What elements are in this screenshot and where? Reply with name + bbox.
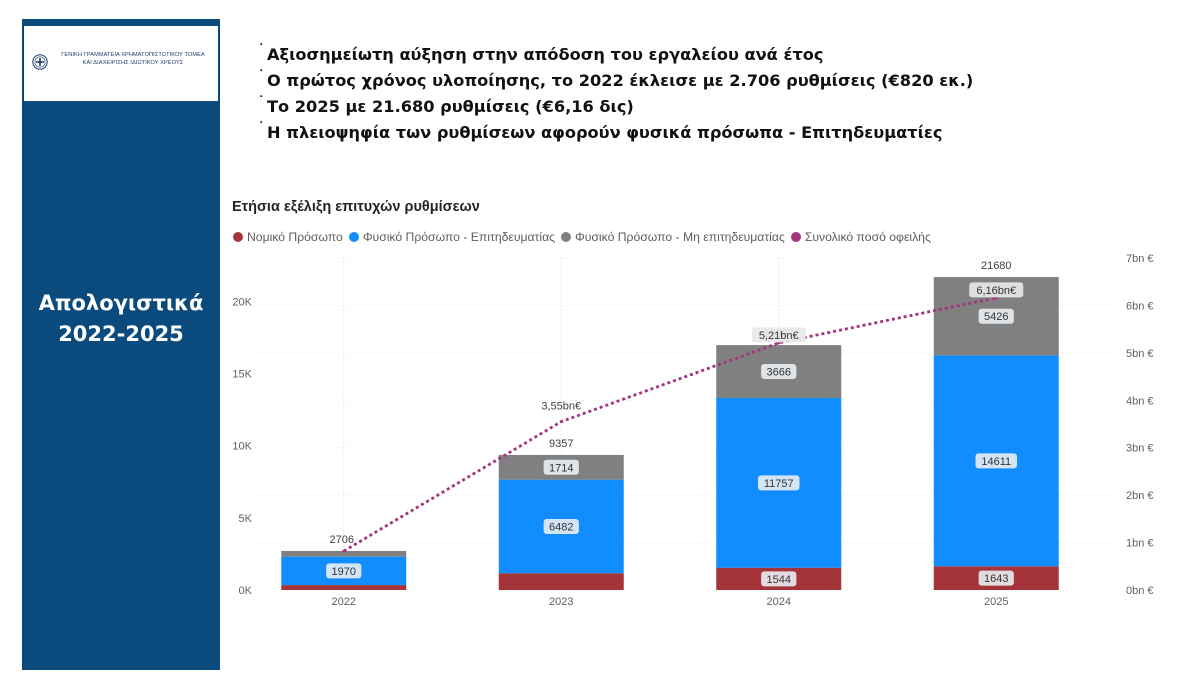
bullet-marker: ˙ — [258, 69, 265, 84]
bar-segment-label: 11757 — [764, 478, 794, 490]
org-line-2: ΚΑΙ ΔΙΑΧΕΙΡΙΣΗΣ ΙΔΙΩΤΙΚΟΥ ΧΡΕΟΥΣ — [82, 60, 184, 66]
y2-tick-label: 0bn € — [1126, 585, 1154, 597]
legend-label: Νομικό Πρόσωπο — [247, 230, 343, 244]
bar-segment-label-bg — [758, 475, 800, 491]
x-tick-label: 2025 — [984, 596, 1008, 608]
legend-item-total-debt[interactable]: Συνολικό ποσό οφειλής — [790, 230, 931, 244]
x-tick-label: 2022 — [332, 596, 356, 608]
key-point-text: Η πλειοψηφία των ρυθμίσεων αφορούν φυσικ… — [267, 123, 943, 142]
bar-total-label: 2706 — [330, 534, 354, 546]
legend-marker-legal-entity — [233, 232, 243, 242]
legend-item-non-professional[interactable]: Φυσικό Πρόσωπο - Μη επιτηδευματίας — [561, 230, 785, 244]
bar-total-label: 21680 — [981, 260, 1012, 272]
org-line-1: ΓΕΝΙΚΗ ΓΡΑΜΜΑΤΕΙΑ ΧΡΗΜΑΤΟΠΙΣΤΩΤΙΚΟΥ ΤΟΜΕ… — [61, 52, 205, 58]
bar-segment-label: 14611 — [981, 456, 1011, 468]
key-points-list: ˙ Αξιοσημείωτη αύξηση στην απόδοση του ερ… — [256, 42, 973, 146]
y-tick-label: 10K — [232, 441, 252, 453]
y-tick-label: 20K — [232, 296, 252, 308]
bar-segment-label: 1643 — [984, 573, 1008, 585]
y2-tick-label: 4bn € — [1126, 395, 1154, 407]
y2-tick-label: 5bn € — [1126, 348, 1154, 360]
bar-segment-label-bg — [543, 459, 579, 475]
bar-segment-label-bg — [761, 364, 797, 380]
greek-emblem-icon — [32, 54, 48, 70]
y-tick-label: 15K — [232, 368, 252, 380]
bar-segment-label-bg — [761, 571, 797, 587]
organization-name: ΓΕΝΙΚΗ ΓΡΑΜΜΑΤΕΙΑ ΧΡΗΜΑΤΟΠΙΣΤΩΤΙΚΟΥ ΤΟΜΕ… — [50, 51, 216, 67]
total-debt-label-bg — [751, 327, 806, 343]
legend-label: Φυσικό Πρόσωπο - Μη επιτηδευματίας — [575, 230, 785, 244]
total-debt-label: 5,21bn€ — [759, 330, 799, 342]
bar-segment — [281, 550, 407, 557]
bar-segment-label: 1714 — [549, 462, 573, 474]
sidebar-title: Απολογιστικά 2022-2025 — [22, 288, 220, 350]
bar-segment-label-bg — [543, 518, 579, 534]
total-debt-line — [343, 296, 997, 553]
y2-tick-label: 3bn € — [1126, 443, 1154, 455]
y-tick-label: 5K — [239, 513, 253, 525]
key-point: ˙ Αξιοσημείωτη αύξηση στην απόδοση του ερ… — [256, 42, 973, 68]
bar-segment-label: 1970 — [332, 566, 356, 578]
bar-segment-label-bg — [326, 563, 362, 579]
bar-segment — [498, 573, 624, 590]
bar-segment-label-bg — [975, 453, 1017, 469]
legend-marker-professional — [348, 232, 359, 242]
sidebar-title-line-1: Απολογιστικά — [38, 291, 204, 315]
legend-marker-total-debt — [790, 232, 801, 242]
y-tick-label: 0K — [239, 585, 253, 597]
key-point-text: Ο πρώτος χρόνος υλοποίησης, το 2022 έκλε… — [267, 71, 974, 90]
legend-label: Συνολικό ποσό οφειλής — [804, 230, 931, 244]
total-debt-point — [559, 420, 563, 424]
bar-total-label: 9357 — [549, 438, 573, 450]
legend-label: Φυσικό Πρόσωπο - Επιτηδευματίας — [362, 230, 555, 244]
chart-title: Ετήσια εξέλιξη επιτυχών ρυθμίσεων — [232, 199, 480, 215]
bar-segment-label: 3666 — [767, 367, 791, 379]
key-point-text: Αξιοσημείωτη αύξηση στην απόδοση του εργ… — [267, 45, 824, 64]
bar-segment-label: 5426 — [984, 311, 1008, 323]
bullet-marker: ˙ — [258, 43, 265, 58]
x-tick-label: 2024 — [767, 596, 791, 608]
total-debt-point — [342, 549, 346, 553]
y2-tick-label: 1bn € — [1126, 538, 1154, 550]
total-debt-label-bg — [969, 282, 1024, 298]
bullet-marker: ˙ — [258, 121, 265, 136]
sidebar-panel — [22, 19, 220, 670]
key-point: ˙ Ο πρώτος χρόνος υλοποίησης, το 2022 έκλ… — [256, 68, 973, 94]
total-debt-label: 3,55bn€ — [541, 401, 581, 413]
y2-tick-label: 7bn € — [1126, 253, 1154, 265]
chart-legend: Νομικό Πρόσωπο Φυσικό Πρόσωπο - Επιτηδευ… — [233, 230, 931, 244]
x-tick-label: 2023 — [549, 596, 573, 608]
total-debt-label: 6,16bn€ — [976, 285, 1016, 297]
bar-segment-label-bg — [978, 308, 1014, 324]
bar-segment-label-bg — [978, 570, 1014, 586]
sidebar-title-line-2: 2022-2025 — [58, 322, 184, 346]
legend-item-legal-entity[interactable]: Νομικό Πρόσωπο — [233, 230, 343, 244]
key-point: ˙ Η πλειοψηφία των ρυθμίσεων αφορούν φυσι… — [256, 120, 973, 146]
logo-banner: ΓΕΝΙΚΗ ΓΡΑΜΜΑΤΕΙΑ ΧΡΗΜΑΤΟΠΙΣΤΩΤΙΚΟΥ ΤΟΜΕ… — [24, 26, 218, 101]
y2-tick-label: 6bn € — [1126, 300, 1154, 312]
bar-segment — [281, 585, 407, 590]
bullet-marker: ˙ — [258, 95, 265, 110]
key-point-text: Το 2025 με 21.680 ρυθμίσεις (€6,16 δις) — [267, 97, 634, 116]
key-point: ˙ Το 2025 με 21.680 ρυθμίσεις (€6,16 δις) — [256, 94, 973, 120]
legend-item-professional[interactable]: Φυσικό Πρόσωπο - Επιτηδευματίας — [348, 230, 555, 244]
bar-segment-label: 1544 — [767, 574, 791, 586]
legend-marker-non-professional — [561, 232, 571, 242]
bar-segment-label: 6482 — [549, 521, 573, 533]
y2-tick-label: 2bn € — [1126, 490, 1154, 502]
